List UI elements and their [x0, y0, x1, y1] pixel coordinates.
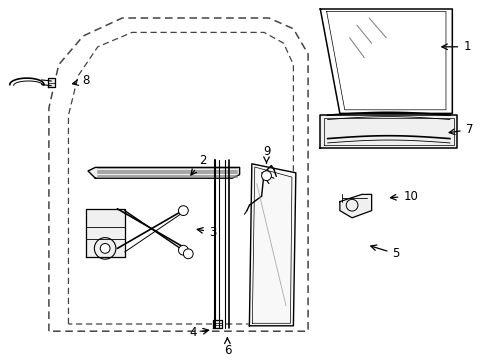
Polygon shape — [249, 164, 295, 326]
Polygon shape — [339, 194, 371, 218]
Circle shape — [183, 249, 193, 259]
Polygon shape — [48, 78, 55, 87]
Text: 4: 4 — [189, 327, 208, 339]
Circle shape — [100, 243, 110, 253]
Text: 10: 10 — [390, 190, 417, 203]
Text: 6: 6 — [223, 338, 231, 357]
Polygon shape — [320, 115, 456, 148]
Text: 5: 5 — [370, 245, 399, 260]
Polygon shape — [88, 167, 239, 178]
Polygon shape — [85, 209, 124, 257]
Text: 9: 9 — [262, 145, 270, 163]
Text: 2: 2 — [190, 154, 206, 175]
Text: 7: 7 — [448, 123, 472, 136]
Circle shape — [178, 206, 188, 216]
Text: 8: 8 — [72, 75, 89, 87]
Text: 3: 3 — [197, 226, 216, 239]
Text: 1: 1 — [441, 40, 470, 53]
Circle shape — [178, 245, 188, 255]
Circle shape — [261, 171, 271, 181]
Polygon shape — [213, 320, 222, 328]
